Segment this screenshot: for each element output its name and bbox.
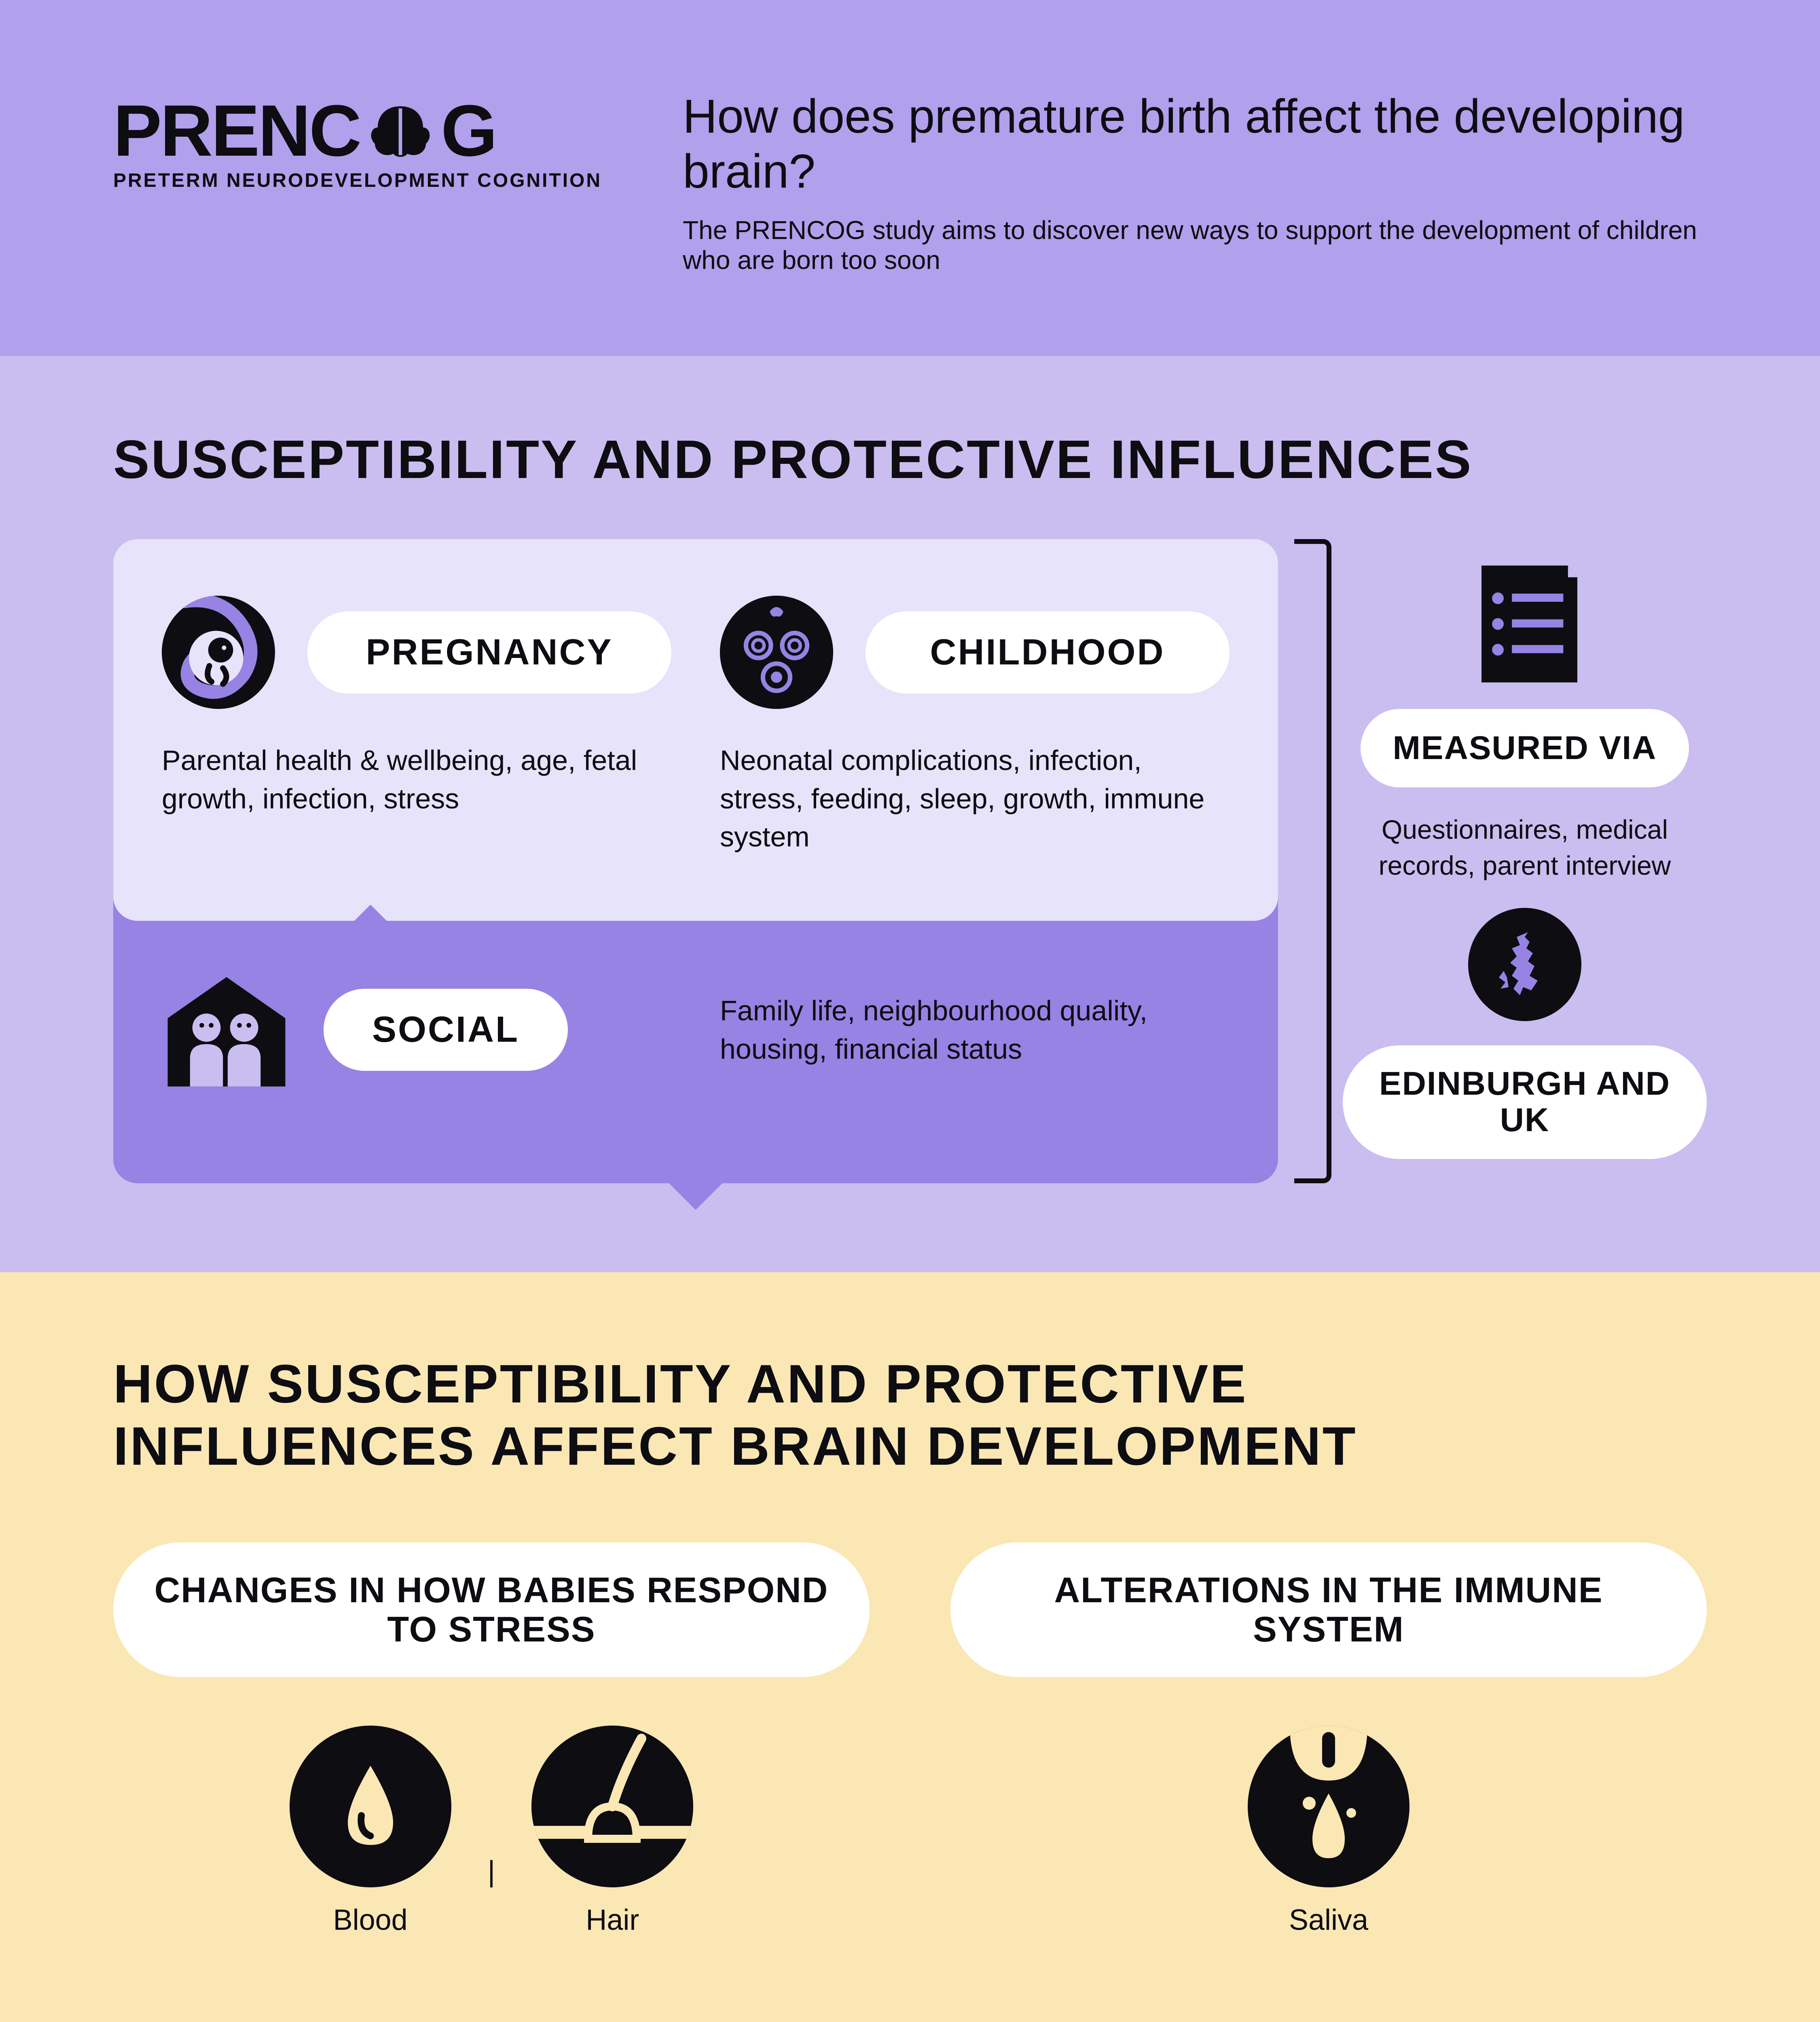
section-susceptibility: SUSCEPTIBILITY AND PROTECTIVE INFLUENCES xyxy=(0,356,1820,1272)
childhood-desc: Neonatal complications, infection, stres… xyxy=(720,741,1230,856)
brain-icon xyxy=(364,103,437,159)
influences-panel: PREGNANCY Parental health & wellbeing, a… xyxy=(113,539,1278,1183)
logo-text-g: G xyxy=(441,89,496,173)
stress-pill: CHANGES IN HOW BABIES RESPOND TO STRESS xyxy=(113,1542,870,1677)
baby-face-icon xyxy=(720,596,833,709)
logo-text-prenc: PRENC xyxy=(113,89,360,173)
house-people-icon xyxy=(162,969,291,1091)
page-subtitle: The PRENCOG study aims to discover new w… xyxy=(683,215,1707,275)
saliva-label: Saliva xyxy=(1289,1904,1368,1937)
fetus-icon xyxy=(162,596,275,709)
measured-via-desc: Questionnaires, medical records, parent … xyxy=(1343,812,1707,884)
social-desc: Family life, neighbourhood quality, hous… xyxy=(720,992,1230,1068)
saliva-item: Saliva xyxy=(1248,1726,1409,1937)
blood-label: Blood xyxy=(333,1904,408,1937)
uk-map-icon xyxy=(1468,908,1581,1021)
blood-drop-icon xyxy=(290,1726,451,1887)
divider-icon: | xyxy=(488,1855,495,1888)
saliva-icon xyxy=(1248,1726,1409,1887)
section1-title: SUSCEPTIBILITY AND PROTECTIVE INFLUENCES xyxy=(113,429,1707,491)
pregnancy-pill: PREGNANCY xyxy=(307,611,671,694)
logo: PRENC G PRETERM NEURODEVELOPMENT COGNITI… xyxy=(113,89,602,192)
childhood-pill: CHILDHOOD xyxy=(866,611,1230,694)
logo-wordmark: PRENC G xyxy=(113,89,602,173)
section2-title: HOW SUSCEPTIBILITY AND PROTECTIVE INFLUE… xyxy=(113,1353,1407,1478)
header-text: How does premature birth affect the deve… xyxy=(683,89,1707,275)
influence-childhood: CHILDHOOD Neonatal complications, infect… xyxy=(720,596,1230,856)
hair-label: Hair xyxy=(586,1904,639,1937)
stress-column: CHANGES IN HOW BABIES RESPOND TO STRESS … xyxy=(113,1542,870,1937)
hair-item: Hair xyxy=(531,1726,693,1937)
pregnancy-desc: Parental health & wellbeing, age, fetal … xyxy=(162,741,671,818)
section-brain-affect: HOW SUSCEPTIBILITY AND PROTECTIVE INFLUE… xyxy=(0,1272,1820,2022)
influence-pregnancy: PREGNANCY Parental health & wellbeing, a… xyxy=(162,596,671,856)
clipboard-icon xyxy=(1472,563,1577,685)
bracket-icon xyxy=(1294,539,1327,1183)
measured-via-panel: MEASURED VIA Questionnaires, medical rec… xyxy=(1343,539,1707,1183)
pointer-down-icon xyxy=(667,1182,724,1210)
social-pill: SOCIAL xyxy=(324,989,568,1071)
measured-via-pill: MEASURED VIA xyxy=(1361,709,1689,787)
infographic-page: PRENC G PRETERM NEURODEVELOPMENT COGNITI… xyxy=(0,0,1820,2022)
pointer-up-icon xyxy=(346,905,395,929)
immune-pill: ALTERATIONS IN THE IMMUNE SYSTEM xyxy=(950,1542,1707,1677)
page-title: How does premature birth affect the deve… xyxy=(683,89,1707,199)
header-banner: PRENC G PRETERM NEURODEVELOPMENT COGNITI… xyxy=(0,0,1820,356)
logo-tagline: PRETERM NEURODEVELOPMENT COGNITION xyxy=(113,169,602,192)
immune-column: ALTERATIONS IN THE IMMUNE SYSTEM xyxy=(950,1542,1707,1937)
blood-item: Blood xyxy=(290,1726,451,1937)
location-pill: EDINBURGH AND UK xyxy=(1343,1045,1707,1159)
hair-icon xyxy=(531,1726,693,1887)
influence-social: SOCIAL xyxy=(162,969,671,1091)
